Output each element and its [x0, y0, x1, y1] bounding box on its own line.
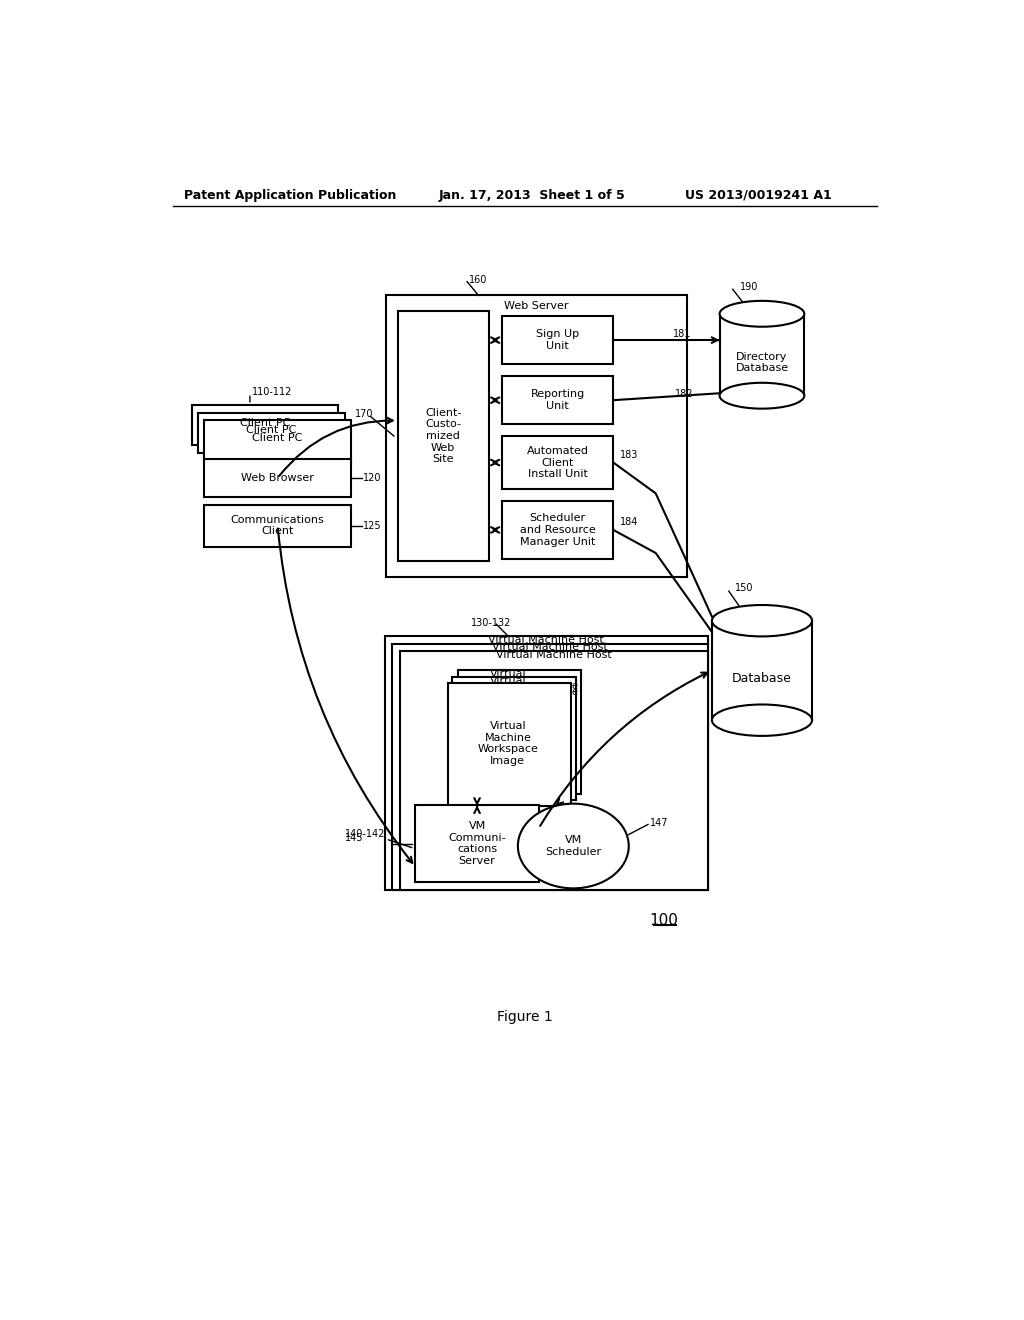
Text: e: e: [571, 686, 578, 697]
Bar: [453, 677, 575, 800]
Text: 182: 182: [675, 389, 693, 399]
Text: Scheduler
and Resource
Manager Unit: Scheduler and Resource Manager Unit: [519, 513, 595, 546]
Ellipse shape: [712, 605, 812, 636]
Text: 190: 190: [740, 282, 759, 292]
Text: 145: 145: [345, 833, 364, 842]
Text: Virtual
Machine
Workspace
Image: Virtual Machine Workspace Image: [477, 721, 539, 766]
Text: 130-132: 130-132: [471, 618, 511, 628]
Bar: [392, 644, 708, 890]
Bar: [386, 296, 686, 577]
Bar: [502, 317, 613, 364]
Text: US 2013/0019241 A1: US 2013/0019241 A1: [685, 189, 831, 202]
Text: Virtual Machine Host: Virtual Machine Host: [497, 649, 612, 660]
Text: Sign Up
Unit: Sign Up Unit: [536, 329, 580, 351]
Text: Virtual: Virtual: [489, 676, 526, 686]
Text: VM
Communi-
cations
Server: VM Communi- cations Server: [449, 821, 506, 866]
Text: 160: 160: [469, 275, 487, 285]
Text: Client PC: Client PC: [253, 433, 303, 444]
Text: 125: 125: [364, 520, 382, 531]
Bar: [385, 636, 708, 890]
Text: Reporting
Unit: Reporting Unit: [530, 389, 585, 411]
Text: Client-
Custo-
mized
Web
Site: Client- Custo- mized Web Site: [425, 408, 462, 465]
Text: Virtual Machine Host: Virtual Machine Host: [493, 643, 608, 652]
Text: Client PC: Client PC: [240, 417, 291, 428]
Text: Web Browser: Web Browser: [242, 473, 314, 483]
Text: Communications
Client: Communications Client: [230, 515, 325, 536]
Text: Database: Database: [732, 672, 792, 685]
Bar: [720, 314, 804, 396]
Text: Virtual: Virtual: [489, 669, 526, 680]
Text: 140-142: 140-142: [345, 829, 385, 840]
Bar: [193, 405, 339, 445]
Bar: [205, 420, 351, 461]
Text: Figure 1: Figure 1: [497, 1010, 553, 1024]
Bar: [502, 502, 613, 558]
Text: Web Server: Web Server: [504, 301, 568, 312]
Ellipse shape: [518, 804, 629, 888]
Text: Directory
Database: Directory Database: [735, 351, 788, 374]
Text: Client PC: Client PC: [247, 425, 297, 436]
Bar: [458, 671, 581, 793]
Text: Virtual Machine Host: Virtual Machine Host: [488, 635, 604, 644]
Text: Jan. 17, 2013  Sheet 1 of 5: Jan. 17, 2013 Sheet 1 of 5: [438, 189, 626, 202]
Text: 150: 150: [735, 583, 754, 593]
Text: 181: 181: [674, 329, 692, 339]
Text: 120: 120: [364, 473, 382, 483]
Text: e: e: [571, 681, 578, 690]
Ellipse shape: [720, 383, 804, 409]
Bar: [397, 312, 488, 561]
Bar: [199, 413, 345, 453]
Bar: [400, 651, 708, 890]
Text: VM
Scheduler: VM Scheduler: [545, 836, 601, 857]
Text: 147: 147: [649, 818, 668, 828]
Text: 100: 100: [650, 913, 679, 928]
Ellipse shape: [712, 705, 812, 737]
Bar: [502, 437, 613, 488]
Text: 183: 183: [620, 450, 638, 459]
Text: Patent Application Publication: Patent Application Publication: [184, 189, 397, 202]
Text: 110-112: 110-112: [252, 387, 293, 397]
Text: 184: 184: [620, 517, 638, 527]
Bar: [416, 805, 539, 882]
Ellipse shape: [720, 301, 804, 327]
Text: Automated
Client
Install Unit: Automated Client Install Unit: [526, 446, 589, 479]
Bar: [447, 682, 571, 807]
Bar: [712, 620, 812, 721]
Bar: [205, 459, 351, 498]
Bar: [502, 376, 613, 424]
Bar: [205, 504, 351, 548]
Text: 170: 170: [355, 409, 374, 420]
